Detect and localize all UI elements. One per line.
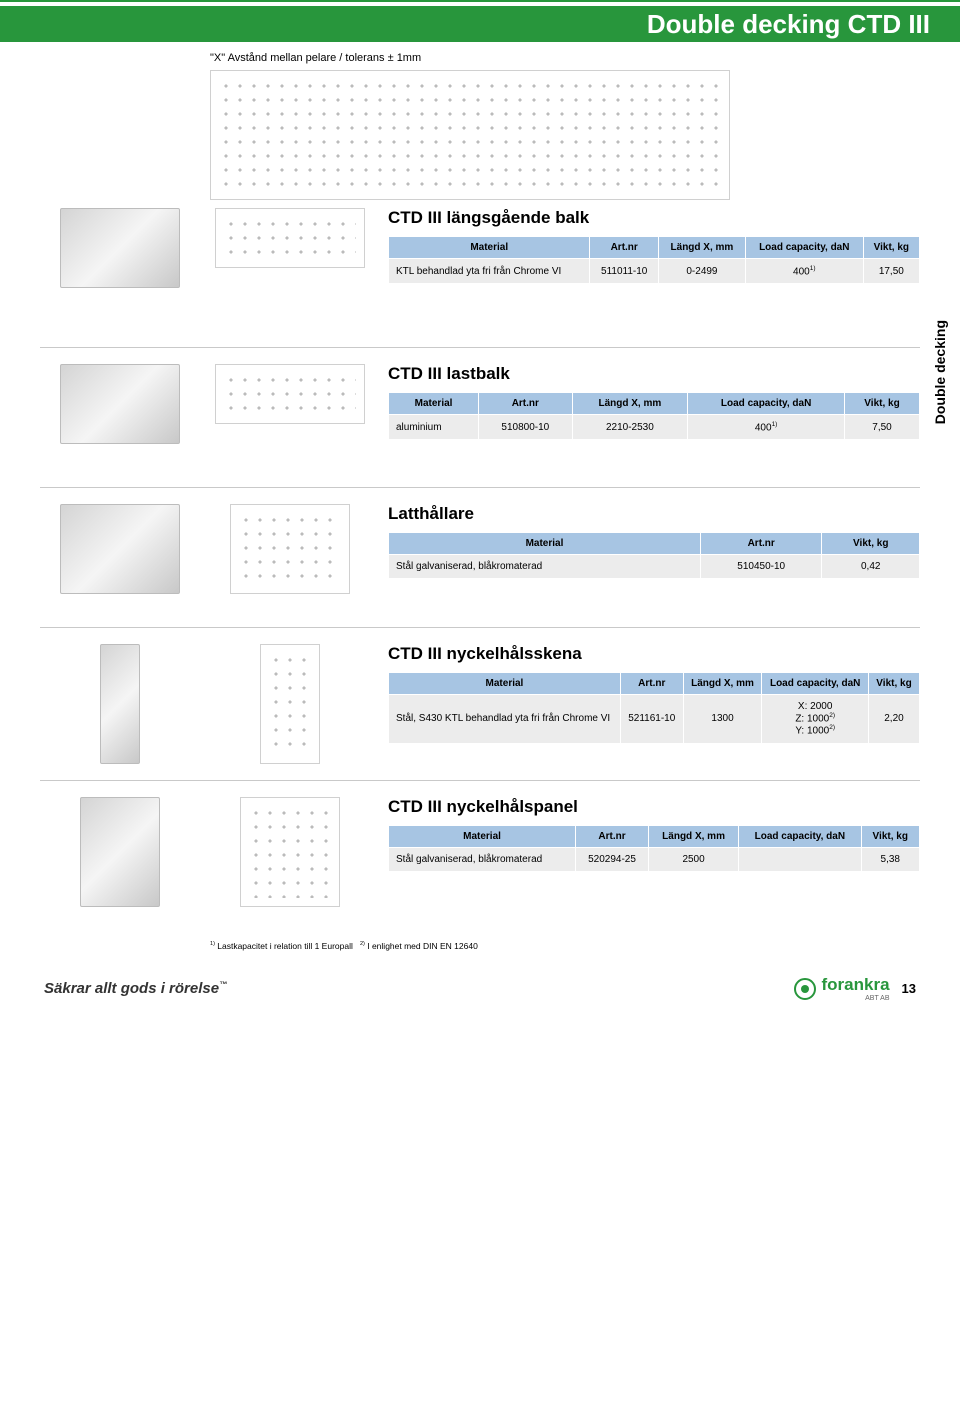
col-header: Load capacity, daN [745,237,863,259]
col-header: Art.nr [620,673,683,695]
spec-table: Material Art.nr Längd X, mm Load capacit… [388,672,920,744]
product-diagram [200,504,380,594]
cell: KTL behandlad yta fri från Chrome VI [389,259,590,284]
product-photo [40,797,200,907]
col-header: Längd X, mm [658,237,745,259]
brand-logo: forankra ABT AB [794,975,890,1002]
col-header: Vikt, kg [868,673,919,695]
cell: Stål galvaniserad, blåkromaterad [389,848,576,872]
col-header: Art.nr [590,237,659,259]
cell: 511011-10 [590,259,659,284]
logo-subtext: ABT AB [822,995,890,1002]
section-langsgaende-balk: CTD III längsgående balk Material Art.nr… [40,208,920,348]
cell: Stål galvaniserad, blåkromaterad [389,555,701,579]
cell: 510800-10 [479,415,572,440]
col-header: Material [389,673,621,695]
title-bar: Double decking CTD III [0,6,960,42]
footnote: 1) Lastkapacitet i relation till 1 Europ… [210,941,920,951]
table-title: CTD III lastbalk [388,364,920,384]
col-header: Load capacity, daN [688,393,845,415]
product-photo [40,208,200,288]
cell: 7,50 [845,415,920,440]
product-diagram [200,644,380,764]
page-footer: Säkrar allt gods i rörelse™ forankra ABT… [40,975,920,1002]
table-title: CTD III nyckelhålspanel [388,797,920,817]
cell: 17,50 [863,259,919,284]
col-header: Längd X, mm [648,826,738,848]
col-header: Vikt, kg [845,393,920,415]
cell [739,848,861,872]
top-technical-diagram [210,70,920,200]
table-title: CTD III nyckelhålsskena [388,644,920,664]
cell: 2210-2530 [572,415,688,440]
col-header: Load capacity, daN [762,673,869,695]
cell: 5,38 [861,848,920,872]
cell: 2500 [648,848,738,872]
col-header: Material [389,826,576,848]
cell: 510450-10 [700,555,822,579]
cell: aluminium [389,415,479,440]
col-header: Vikt, kg [863,237,919,259]
section-latthallare: Latthållare Material Art.nr Vikt, kg Stå… [40,488,920,628]
product-diagram [200,208,380,268]
col-header: Load capacity, daN [739,826,861,848]
col-header: Material [389,393,479,415]
col-header: Vikt, kg [822,533,920,555]
cell: 4001) [745,259,863,284]
spec-table: Material Art.nr Vikt, kg Stål galvaniser… [388,532,920,579]
spec-table: Material Art.nr Längd X, mm Load capacit… [388,392,920,440]
section-nyckelhalspanel: CTD III nyckelhålspanel Material Art.nr … [40,781,920,923]
logo-icon [794,978,816,1000]
col-header: Art.nr [479,393,572,415]
product-diagram [200,364,380,424]
col-header: Material [389,237,590,259]
col-header: Längd X, mm [572,393,688,415]
col-header: Vikt, kg [861,826,920,848]
product-diagram [200,797,380,907]
cell: 521161-10 [620,695,683,744]
col-header: Längd X, mm [683,673,762,695]
cell: 2,20 [868,695,919,744]
cell: Stål, S430 KTL behandlad yta fri från Ch… [389,695,621,744]
table-title: Latthållare [388,504,920,524]
diagram-subtitle: "X" Avstånd mellan pelare / tolerans ± 1… [210,52,920,64]
section-lastbalk: CTD III lastbalk Material Art.nr Längd X… [40,348,920,488]
col-header: Art.nr [576,826,649,848]
product-photo [40,504,200,594]
cell: 1300 [683,695,762,744]
product-photo [40,364,200,444]
product-photo [40,644,200,764]
spec-table: Material Art.nr Längd X, mm Load capacit… [388,825,920,872]
side-tab-label: Double decking [932,320,948,424]
section-nyckelhalsskena: CTD III nyckelhålsskena Material Art.nr … [40,628,920,781]
cell: 4001) [688,415,845,440]
table-title: CTD III längsgående balk [388,208,920,228]
col-header: Art.nr [700,533,822,555]
col-header: Material [389,533,701,555]
cell: 520294-25 [576,848,649,872]
page-title: Double decking CTD III [647,9,930,40]
cell: 0-2499 [658,259,745,284]
cell: X: 2000Z: 10002)Y: 10002) [762,695,869,744]
spec-table: Material Art.nr Längd X, mm Load capacit… [388,236,920,284]
page-number: 13 [902,981,916,996]
cell: 0,42 [822,555,920,579]
slogan: Säkrar allt gods i rörelse™ [44,980,227,997]
